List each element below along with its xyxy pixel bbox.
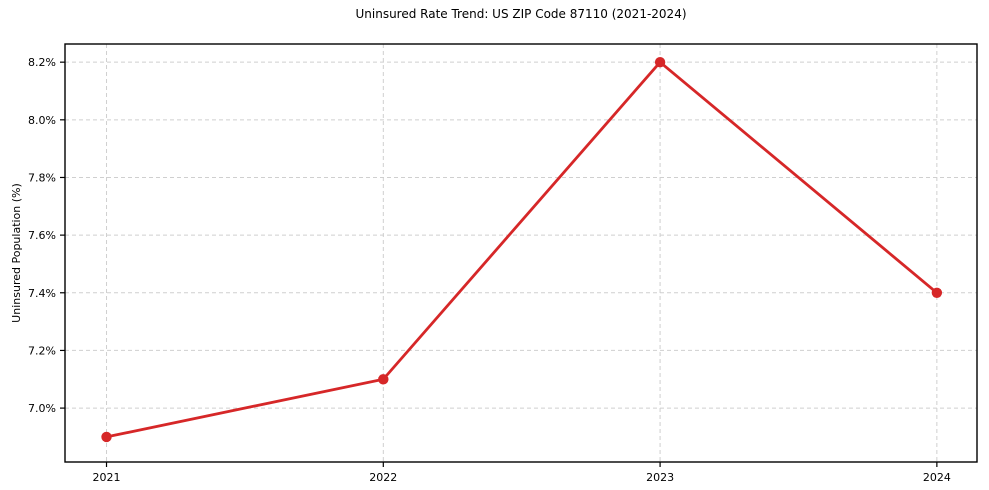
y-tick-label: 7.0% xyxy=(28,402,56,415)
chart-title: Uninsured Rate Trend: US ZIP Code 87110 … xyxy=(355,7,687,21)
y-tick-label: 8.2% xyxy=(28,56,56,69)
data-point-marker xyxy=(931,287,943,298)
x-tick-label: 2022 xyxy=(369,471,397,484)
data-point-marker xyxy=(654,56,666,68)
x-tick-label: 2021 xyxy=(93,471,121,484)
plot-border xyxy=(64,43,978,463)
y-tick-label: 7.2% xyxy=(28,344,56,357)
data-point-marker xyxy=(378,374,389,385)
y-tick-label: 7.4% xyxy=(28,287,56,300)
y-tick-label: 7.6% xyxy=(28,229,56,242)
data-point-marker xyxy=(101,431,112,443)
trend-line xyxy=(105,60,939,439)
y-tick-label: 8.0% xyxy=(28,114,56,127)
y-tick-label: 7.8% xyxy=(28,171,56,184)
x-tick-label: 2024 xyxy=(923,471,951,484)
x-tick-label: 2023 xyxy=(646,471,674,484)
